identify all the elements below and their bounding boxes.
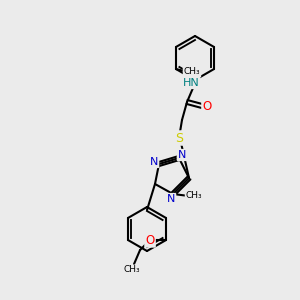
Text: O: O: [202, 100, 211, 112]
Text: O: O: [146, 233, 155, 247]
Text: N: N: [150, 157, 158, 167]
Text: S: S: [175, 131, 183, 145]
Text: CH₃: CH₃: [184, 68, 200, 76]
Text: HN: HN: [183, 78, 200, 88]
Text: N: N: [167, 194, 175, 204]
Text: CH₃: CH₃: [186, 191, 202, 200]
Text: N: N: [178, 150, 186, 160]
Text: CH₃: CH₃: [124, 266, 140, 274]
